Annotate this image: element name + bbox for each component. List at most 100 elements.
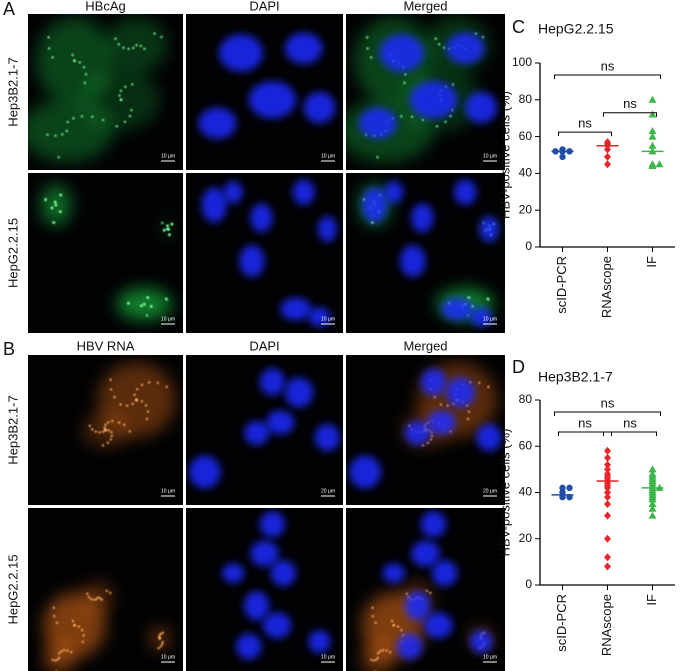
signal-dot bbox=[82, 66, 86, 69]
signal-dot bbox=[381, 649, 385, 652]
signal-dot bbox=[168, 233, 171, 236]
signal-dot bbox=[52, 606, 55, 610]
signal-dot bbox=[429, 591, 432, 595]
signal-dot bbox=[133, 393, 136, 397]
significance-label: ns bbox=[578, 116, 592, 131]
column-label: Merged bbox=[403, 338, 447, 353]
signal-dot bbox=[378, 650, 382, 653]
signal-dot bbox=[54, 134, 57, 137]
signal-dot bbox=[52, 614, 56, 618]
y-axis-label: HBV-positive cells (%) bbox=[497, 429, 512, 557]
data-point bbox=[604, 465, 611, 474]
nucleus bbox=[262, 612, 292, 639]
scale-bar-label: 10 μm bbox=[483, 153, 497, 159]
column-label: HBV RNA bbox=[77, 338, 135, 353]
signal-dot bbox=[396, 625, 400, 628]
signal-dot bbox=[65, 129, 68, 133]
nucleus bbox=[349, 455, 381, 489]
signal-dot bbox=[376, 652, 380, 655]
nucleus bbox=[431, 560, 458, 587]
signal-dot bbox=[71, 619, 75, 623]
signal-dot bbox=[143, 303, 146, 306]
data-point bbox=[604, 160, 611, 169]
scale-bar-label: 10 μm bbox=[161, 654, 175, 660]
nucleus bbox=[250, 203, 273, 233]
signal-dot bbox=[61, 133, 64, 136]
nucleus bbox=[244, 421, 270, 445]
signal-dot bbox=[385, 649, 388, 652]
nucleus bbox=[236, 633, 262, 660]
signal-dot bbox=[94, 598, 98, 601]
nucleus bbox=[201, 187, 227, 223]
signal-dot bbox=[430, 431, 433, 434]
signal-dot bbox=[145, 314, 149, 317]
scale-bar-label: 10 μm bbox=[321, 654, 335, 660]
signal-dot bbox=[159, 632, 163, 635]
nucleus bbox=[379, 34, 424, 72]
signal-dot bbox=[55, 621, 59, 625]
signal-dot bbox=[389, 651, 392, 654]
signal-dot bbox=[56, 658, 59, 661]
nucleus bbox=[308, 630, 331, 654]
significance-bracket bbox=[554, 411, 661, 416]
y-tick-label: 60 bbox=[519, 438, 533, 452]
y-tick-label: 100 bbox=[512, 55, 532, 69]
signal-dot bbox=[139, 44, 143, 48]
nucleus bbox=[411, 203, 434, 233]
signal-dot bbox=[101, 430, 105, 433]
data-point bbox=[648, 511, 657, 519]
column-label: DAPI bbox=[249, 0, 279, 13]
data-point bbox=[648, 500, 657, 508]
scale-bar-label: 10 μm bbox=[161, 153, 175, 159]
significance-label: ns bbox=[601, 395, 615, 410]
signal bbox=[43, 641, 75, 671]
signal-dot bbox=[109, 378, 112, 382]
signal-dot bbox=[376, 656, 379, 660]
column-label: HBcAg bbox=[85, 0, 125, 13]
y-tick-label: 20 bbox=[519, 202, 533, 216]
signal-dot bbox=[73, 624, 76, 627]
signal-dot bbox=[481, 35, 485, 39]
signal-dot bbox=[88, 424, 91, 428]
significance-bracket bbox=[603, 112, 657, 117]
signal-dot bbox=[150, 305, 153, 308]
nucleus bbox=[420, 368, 447, 396]
signal-dot bbox=[146, 296, 149, 299]
panel-letter: C bbox=[512, 17, 525, 37]
signal-dot bbox=[101, 444, 105, 447]
signal-dot bbox=[371, 614, 375, 618]
signal-dot bbox=[128, 114, 132, 118]
signal-dot bbox=[54, 659, 57, 662]
data-point bbox=[648, 495, 657, 503]
signal-dot bbox=[91, 428, 94, 431]
data-point bbox=[648, 95, 657, 103]
x-tick-label: RNAscope bbox=[599, 256, 614, 318]
micrograph: 10 μm bbox=[28, 508, 183, 671]
signal-dot bbox=[98, 431, 101, 434]
signal-dot bbox=[101, 118, 105, 122]
scale-bar-label: 10 μm bbox=[161, 316, 175, 322]
signal-dot bbox=[107, 429, 110, 432]
nucleus bbox=[420, 511, 447, 538]
x-tick-label: IF bbox=[644, 594, 659, 606]
signal-dot bbox=[50, 206, 54, 210]
significance-bracket bbox=[558, 131, 612, 137]
nucleus bbox=[266, 410, 295, 435]
signal-dot bbox=[83, 81, 87, 85]
signal-dot bbox=[123, 120, 127, 124]
data-point bbox=[604, 488, 611, 497]
signal-dot bbox=[390, 619, 394, 623]
signal-dot bbox=[104, 423, 107, 427]
signal-dot bbox=[369, 56, 373, 59]
micrograph: 10 μm bbox=[346, 14, 505, 170]
signal-dot bbox=[69, 651, 73, 654]
signal-dot bbox=[426, 441, 430, 444]
signal-dot bbox=[487, 385, 490, 389]
nucleus bbox=[198, 107, 237, 139]
data-point bbox=[655, 160, 664, 168]
nucleus bbox=[239, 245, 265, 277]
panel-letter: D bbox=[512, 357, 525, 377]
nucleus bbox=[384, 181, 404, 204]
signal-dot bbox=[130, 108, 133, 112]
row-label: HepG2.2.15 bbox=[5, 218, 20, 288]
